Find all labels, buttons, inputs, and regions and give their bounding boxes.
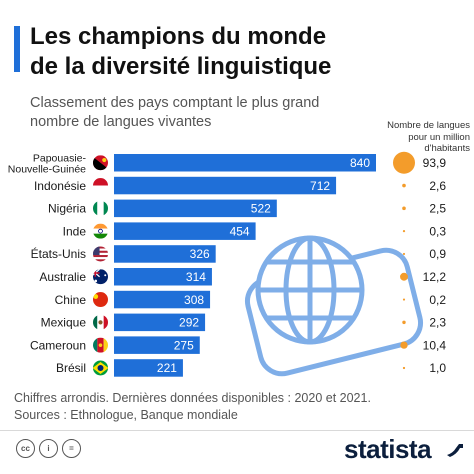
per-million-dot [393,151,415,174]
per-million-header: Nombre de langues pour un million d'habi… [362,120,470,155]
bar [114,199,277,218]
chart-title-line-2: de la diversité linguistique [30,53,332,80]
per-million-dot [402,206,406,211]
statista-logo-icon [447,444,463,457]
per-million-header-line-2: pour un million [408,131,470,143]
chart-subtitle: Classement des pays comptant le plus gra… [30,94,360,132]
title-accent-bar [14,26,20,72]
flag-mexico-icon [93,314,108,330]
flag-indonesia-icon [93,178,108,194]
bar-value-label: 314 [186,270,206,284]
category-label: Inde [63,224,87,238]
category-label: Chine [55,293,87,307]
bar-value-label: 840 [350,156,370,170]
category-label: États-Unis [31,246,86,261]
category-label: Mexique [41,316,87,330]
category-label: Papouasie-Nouvelle-Guinée [8,152,87,175]
per-million-value: 12,2 [423,270,447,284]
per-million-value: 0,9 [429,247,446,261]
category-label: Brésil [56,361,86,375]
bar-value-label: 712 [310,179,330,193]
bar-value-label: 275 [174,338,194,352]
flag-cameroon-icon [93,337,108,353]
no-derivatives-icon[interactable]: = [62,439,81,458]
category-label-line: Nouvelle-Guinée [8,163,86,175]
bar [114,245,216,263]
per-million-value: 2,5 [429,202,446,216]
per-million-dot [400,341,408,349]
footnote-sources: Sources : Ethnologue, Banque mondiale [14,408,238,422]
chart-title-line-1: Les champions du monde [30,23,327,50]
per-million-dot [400,272,408,281]
per-million-value: 93,9 [423,156,447,170]
per-million-value: 0,3 [429,224,446,238]
bar-value-label: 454 [230,224,250,238]
chart-title: Les champions du monde de la diversité l… [30,22,470,82]
bar [114,336,200,354]
per-million-dot [402,252,406,256]
footnote-line-1: Chiffres arrondis. Dernières données dis… [14,391,371,405]
footnote: Chiffres arrondis. Dernières données dis… [14,390,371,424]
category-label: Cameroun [30,338,86,352]
per-million-header-line-3: d'habitants [424,143,470,154]
chart-subtitle-line-2: nombre de langues vivantes [30,114,212,130]
per-million-dot [402,298,406,301]
flag-india-icon [93,223,108,239]
bar-value-label: 522 [251,202,271,216]
brand-logo-text[interactable]: statista [344,434,432,464]
bar [114,313,206,332]
per-million-value: 2,6 [429,179,446,193]
per-million-dot [402,183,406,188]
footer-divider [0,430,474,431]
bar [114,268,212,286]
per-million-value: 0,2 [429,293,446,307]
bar [114,359,183,377]
per-million-dot [402,230,406,233]
creative-commons-icon[interactable]: cc [16,439,35,458]
globe-icon [244,235,424,377]
flag-brazil-icon [93,360,108,376]
per-million-value: 10,4 [423,338,447,352]
per-million-value: 1,0 [429,361,446,375]
bar [114,176,337,195]
category-label-line: Papouasie- [33,152,87,164]
category-label: Indonésie [34,179,86,193]
bar-value-label: 221 [157,361,177,375]
bar [114,290,211,309]
bar-value-label: 308 [184,293,204,307]
attribution-icon[interactable]: i [39,439,58,458]
bar [114,222,256,240]
license-badges[interactable]: cc i = [16,439,81,458]
per-million-dot [402,366,406,370]
per-million-dot [402,320,406,325]
flag-papua-new-guinea-icon [93,155,108,171]
flag-australia-icon [93,269,108,285]
category-label: Nigéria [48,202,86,216]
bar [114,154,376,172]
flag-united-states-icon [93,246,108,262]
per-million-value: 2,3 [429,316,446,330]
flag-china-icon [93,292,108,308]
bar-value-label: 326 [190,247,210,261]
bar-value-label: 292 [179,316,199,330]
per-million-header-line-1: Nombre de langues [387,120,470,131]
chart-subtitle-line-1: Classement des pays comptant le plus gra… [30,95,320,111]
flag-nigeria-icon [93,200,108,216]
category-label: Australie [39,270,86,284]
